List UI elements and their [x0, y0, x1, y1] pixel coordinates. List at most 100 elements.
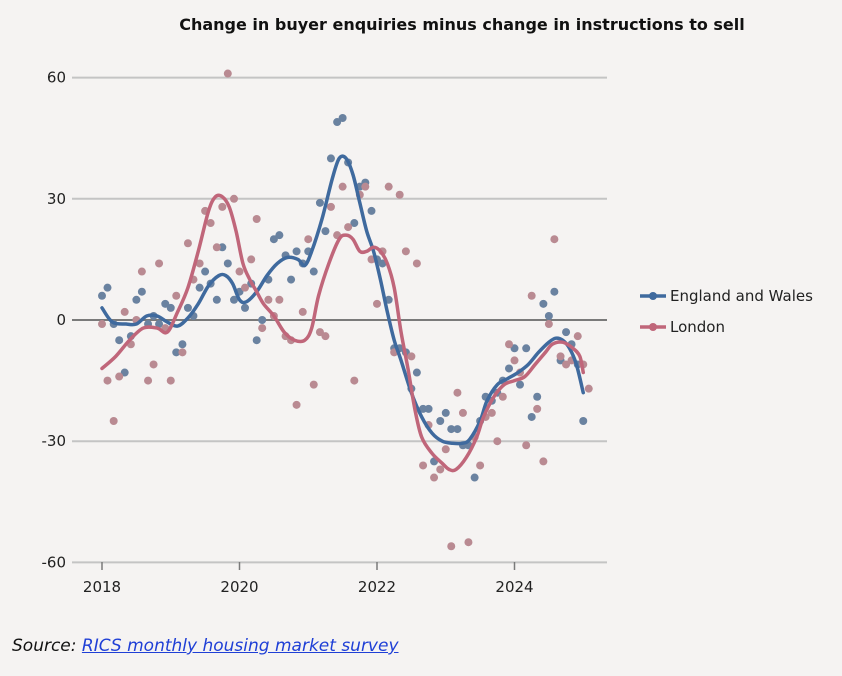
london-point [539, 457, 548, 466]
london-point [149, 360, 158, 369]
england-and-wales-point [230, 295, 238, 304]
london-point [412, 259, 421, 268]
x-tick-label: 2024 [495, 578, 533, 596]
legend: England and Wales London [640, 287, 813, 336]
x-tick-label: 2018 [83, 578, 121, 596]
england-and-wales-point [195, 283, 204, 292]
london-point [350, 376, 359, 385]
england-and-wales-point [252, 336, 261, 345]
london-point [436, 465, 445, 474]
london-trend-line [100, 193, 585, 473]
chart-title: Change in buyer enquiries minus change i… [179, 15, 745, 34]
england-and-wales-point [544, 311, 553, 320]
london-point [441, 445, 450, 454]
london-point [544, 320, 553, 329]
london-point [505, 340, 513, 349]
london-point [315, 328, 324, 337]
england-and-wales-point [367, 206, 376, 215]
england-and-wales-point [436, 417, 445, 425]
england-and-wales-point [183, 303, 192, 312]
england-and-wales-point [527, 412, 536, 421]
y-tick-label: 60 [47, 69, 66, 87]
london-point [419, 461, 428, 470]
x-tick-label: 2020 [220, 578, 258, 596]
england-and-wales-point [218, 243, 227, 252]
london-point [223, 69, 232, 78]
england-and-wales-point [161, 299, 170, 308]
england-and-wales-point [510, 344, 519, 353]
london-point [120, 307, 129, 316]
london-point [218, 202, 227, 211]
london-point [235, 267, 244, 276]
trend-lines [100, 154, 585, 473]
london-point [430, 473, 439, 482]
england-and-wales-point [115, 336, 124, 345]
london-point [458, 408, 467, 417]
london-point [252, 215, 261, 223]
england-and-wales-point [447, 425, 456, 434]
london-point [292, 400, 301, 409]
london-point [247, 255, 256, 264]
england-and-wales-point [98, 291, 106, 300]
london-point [241, 283, 249, 292]
england-and-wales-point [132, 295, 141, 304]
london-point [562, 360, 571, 369]
london-point [338, 182, 347, 191]
x-tick-label: 2022 [358, 578, 396, 596]
london-point [522, 441, 531, 450]
england-and-wales-point [338, 114, 347, 122]
london-point [183, 239, 192, 248]
england-and-wales-point [470, 473, 479, 482]
y-tick-label: -30 [42, 432, 67, 450]
london-point [556, 352, 565, 361]
legend-marker-london [649, 323, 657, 331]
england-and-wales-point [137, 287, 146, 296]
london-point [103, 376, 112, 385]
source-prefix: Source: [12, 636, 82, 656]
london-point [178, 348, 187, 357]
y-tick-label: -60 [42, 553, 67, 571]
london-point [464, 538, 473, 547]
london-point [493, 437, 502, 446]
england-and-wales-point [562, 328, 571, 337]
london-point [584, 384, 593, 393]
england-and-wales-point [419, 404, 428, 413]
england-and-wales-point [550, 287, 559, 296]
england-and-wales-point [120, 368, 129, 377]
england-and-wales-point [212, 295, 221, 304]
england-and-wales-point [287, 275, 296, 284]
england-and-wales-point [453, 425, 462, 434]
london-point [298, 307, 307, 316]
source-link[interactable]: RICS monthly housing market survey [81, 636, 399, 656]
london-point [510, 356, 519, 365]
london-point [230, 194, 238, 203]
london-point [212, 243, 221, 252]
england-and-wales-point [505, 364, 513, 373]
chart: Change in buyer enquiries minus change i… [42, 15, 814, 596]
england-and-wales-point [315, 198, 324, 207]
england-and-wales-point [378, 259, 387, 268]
england-and-wales-point [178, 340, 187, 349]
england-and-wales-point [201, 267, 210, 276]
england-and-wales-point [241, 303, 249, 312]
london-point [137, 267, 146, 276]
england-and-wales-trend-line [100, 154, 585, 446]
london-point [487, 408, 496, 417]
england-and-wales-point [350, 219, 359, 228]
england-and-wales-point [309, 267, 318, 276]
england-and-wales-point [275, 231, 284, 240]
england-and-wales-point [412, 368, 421, 377]
england-and-wales-point [516, 380, 524, 389]
london-point [533, 404, 542, 413]
london-point [476, 461, 485, 470]
y-tick-label: 30 [47, 190, 66, 208]
london-point [527, 291, 536, 300]
london-point [344, 223, 353, 232]
london-point [309, 380, 318, 389]
london-point [407, 352, 416, 361]
london-point [384, 182, 393, 191]
legend-label-london: London [670, 318, 725, 336]
london-point [321, 332, 330, 341]
england-and-wales-point [166, 303, 175, 312]
y-axis-ticks: 60 30 0 -30 -60 [42, 69, 67, 572]
